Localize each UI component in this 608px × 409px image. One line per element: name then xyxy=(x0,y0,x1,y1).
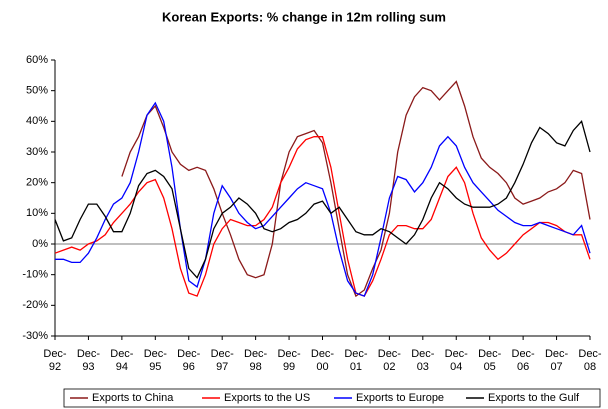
x-tick-label: Dec-98 xyxy=(244,348,268,373)
y-tick-label: 20% xyxy=(26,177,48,189)
y-tick-label: -10% xyxy=(22,269,48,281)
y-tick-label: 0% xyxy=(32,238,48,250)
x-tick-label: Dec-02 xyxy=(377,348,401,373)
chart-title: Korean Exports: % change in 12m rolling … xyxy=(162,9,446,24)
x-tick-label: Dec-05 xyxy=(478,348,502,373)
y-tick-label: 40% xyxy=(26,115,48,127)
y-tick-label: 60% xyxy=(26,54,48,66)
y-tick-label: -30% xyxy=(22,330,48,342)
x-tick-label: Dec-94 xyxy=(110,348,134,373)
legend-label: Exports to Europe xyxy=(356,392,444,404)
y-tick-label: 50% xyxy=(26,85,48,97)
y-tick-label: -20% xyxy=(22,299,48,311)
x-tick-label: Dec-07 xyxy=(544,348,569,373)
legend-label: Exports to the US xyxy=(224,392,310,404)
legend-label: Exports to the Gulf xyxy=(488,392,580,404)
legend-box xyxy=(63,388,601,408)
x-tick-label: Dec-08 xyxy=(578,348,602,373)
x-tick-label: Dec-03 xyxy=(411,348,435,373)
series-line xyxy=(55,101,591,297)
x-tick-label: Dec-93 xyxy=(76,348,101,373)
x-tick-label: Dec-99 xyxy=(277,348,301,373)
x-tick-label: Dec-06 xyxy=(511,348,535,373)
y-tick-label: 10% xyxy=(26,207,48,219)
x-tick-label: Dec-00 xyxy=(310,348,335,373)
series-line xyxy=(54,136,591,297)
series-line xyxy=(121,80,591,298)
x-tick-label: Dec-92 xyxy=(43,348,67,373)
legend-label: Exports to China xyxy=(92,392,174,404)
x-tick-label: Dec-01 xyxy=(344,348,368,373)
x-tick-label: Dec-95 xyxy=(143,348,167,373)
y-tick-label: 30% xyxy=(26,146,48,158)
series-line xyxy=(54,119,591,279)
x-tick-label: Dec-96 xyxy=(177,348,201,373)
x-tick-label: Dec-97 xyxy=(210,348,234,373)
x-tick-label: Dec-04 xyxy=(444,348,468,373)
